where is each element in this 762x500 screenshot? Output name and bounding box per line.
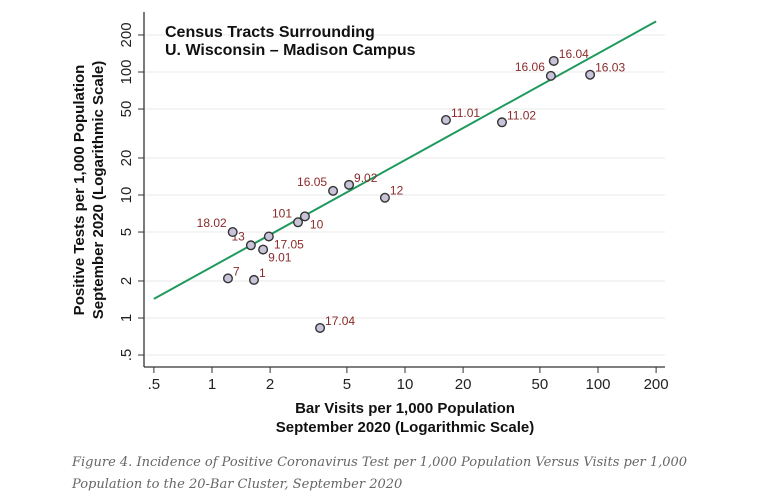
data-point: [545, 70, 556, 81]
point-label: 9.01: [268, 251, 292, 265]
point-label: 16.03: [595, 61, 625, 75]
point-label: 11.02: [507, 108, 536, 122]
data-point: [344, 179, 355, 190]
y-tick-label: 100: [118, 59, 135, 84]
point-label: 9.02: [354, 171, 378, 185]
y-axis-label-line-2: September 2020 (Logarithmic Scale): [90, 61, 107, 319]
x-tick-label: 50: [532, 376, 549, 393]
y-axis-label-line-1: Positive Tests per 1,000 Population: [71, 65, 88, 316]
y-tick-label: 2: [118, 277, 135, 285]
data-point: [328, 185, 339, 196]
y-tick-label: 200: [118, 22, 135, 47]
point-label: 10: [310, 217, 324, 231]
y-tick-label: 50: [118, 101, 135, 118]
y-axis-ticks: .5 1 2 5 10 20 50 100 200: [118, 22, 144, 361]
data-point: [585, 69, 596, 80]
x-axis-ticks: .5 1 2 5 10 20 50 100 200: [148, 367, 669, 393]
x-tick-label: 5: [343, 376, 351, 393]
data-point: [263, 231, 274, 242]
point-label: 16.04: [559, 47, 589, 61]
point-label: 16.06: [515, 60, 545, 74]
data-point: [299, 211, 310, 222]
x-tick-label: 20: [455, 376, 472, 393]
y-tick-label: 10: [118, 187, 135, 204]
x-axis-label-line-1: Bar Visits per 1,000 Population: [295, 400, 515, 417]
data-point: [315, 322, 326, 333]
x-tick-label: 10: [397, 376, 414, 393]
point-label: 12: [390, 184, 404, 198]
point-label: 18.02: [197, 216, 227, 230]
data-point: [222, 273, 233, 284]
x-tick-label: 100: [585, 376, 610, 393]
point-label: 17.05: [274, 237, 304, 251]
x-tick-label: .5: [148, 376, 161, 393]
data-point: [496, 117, 507, 128]
x-tick-label: 200: [644, 376, 669, 393]
point-label: 17.04: [325, 314, 355, 328]
y-tick-label: 5: [118, 228, 135, 236]
point-label: 101: [272, 206, 292, 220]
data-point: [245, 240, 256, 251]
figure-caption: Figure 4. Incidence of Positive Coronavi…: [72, 455, 688, 492]
point-label: 7: [233, 264, 240, 278]
fit-line: [153, 20, 657, 300]
data-point: [379, 192, 390, 203]
data-point: [293, 217, 304, 228]
x-axis-label-line-2: September 2020 (Logarithmic Scale): [276, 419, 534, 436]
data-point: [258, 244, 269, 255]
point-label: 16.05: [297, 175, 327, 189]
chart-title-line-1: Census Tracts Surrounding: [165, 24, 375, 41]
chart-title-line-2: U. Wisconsin – Madison Campus: [165, 42, 416, 59]
data-point: [440, 115, 451, 126]
x-tick-label: 1: [208, 376, 216, 393]
y-tick-label: 1: [118, 314, 135, 322]
y-tick-label: .5: [118, 349, 135, 362]
x-tick-label: 2: [266, 376, 274, 393]
point-label: 11.01: [451, 106, 480, 120]
data-point: [248, 274, 259, 285]
data-point: [227, 227, 238, 238]
point-label: 1: [259, 266, 266, 280]
data-point: [548, 55, 559, 66]
y-tick-label: 20: [118, 150, 135, 167]
gridlines: [145, 34, 665, 356]
